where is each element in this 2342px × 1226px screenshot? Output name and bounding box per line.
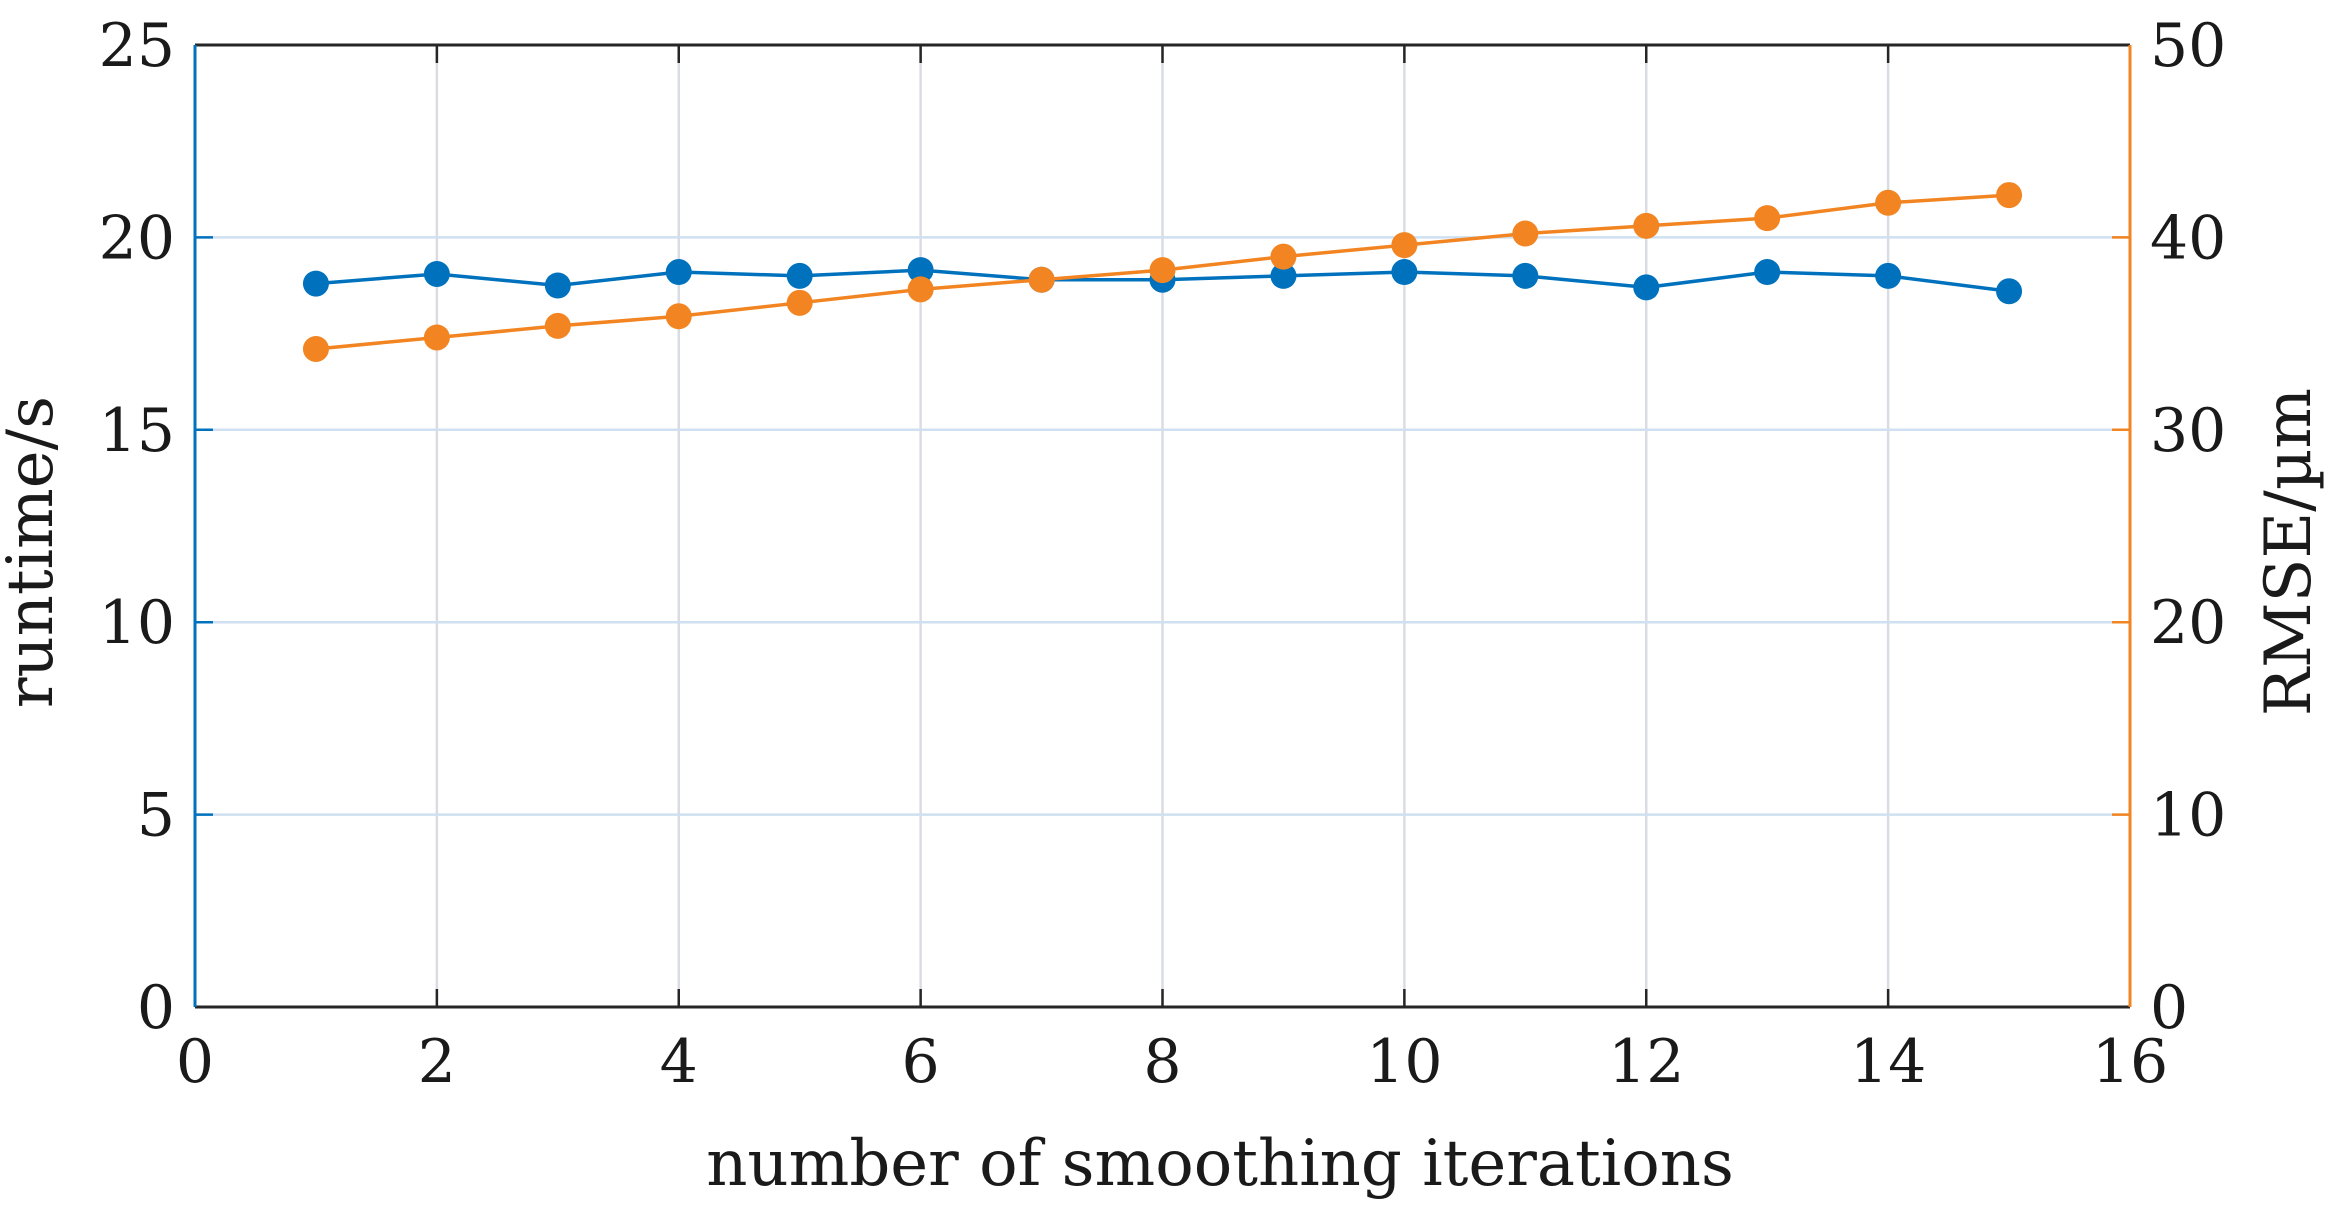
x-tick-label: 4 [660, 1027, 698, 1097]
RMSE-data-point [1149, 257, 1176, 284]
RMSE-data-point [1754, 205, 1781, 232]
RMSE-data-point [1875, 189, 1902, 216]
RMSE-data-point [907, 276, 934, 303]
x-tick-label: 8 [1143, 1027, 1181, 1097]
x-tick-label: 0 [176, 1027, 214, 1097]
runtime-data-point [302, 270, 329, 297]
axes [193, 43, 2132, 1009]
grid-lines [195, 45, 2130, 1007]
RMSE-data-point [1512, 220, 1539, 247]
y-axis-right-title: RMSE/µm [2252, 388, 2326, 716]
runtime-data-point [665, 259, 692, 286]
runtime-data-point [1633, 274, 1660, 301]
runtime-data-point [1996, 278, 2023, 305]
x-tick-label: 16 [2092, 1027, 2168, 1097]
x-tick-label: 2 [418, 1027, 456, 1097]
x-axis-title: number of smoothing iterations [706, 1127, 1734, 1201]
y-left-tick-label: 20 [99, 203, 175, 273]
y-right-tick-label: 0 [2150, 973, 2188, 1043]
runtime-data-point [1270, 262, 1297, 289]
RMSE-data-point [1391, 232, 1418, 259]
runtime-data-point [1391, 259, 1418, 286]
y-left-tick-label: 25 [99, 11, 175, 81]
y-right-tick-label: 30 [2150, 396, 2226, 466]
runtime-data-point [1875, 262, 1902, 289]
runtime-data-point [786, 262, 813, 289]
x-tick-label: 14 [1850, 1027, 1926, 1097]
RMSE-data-point [1996, 182, 2023, 209]
runtime-data-point [423, 260, 450, 287]
y-right-tick-label: 50 [2150, 11, 2226, 81]
y-right-tick-label: 40 [2150, 203, 2226, 273]
x-tick-label: 12 [1608, 1027, 1684, 1097]
RMSE-data-point [1028, 266, 1055, 293]
y-left-tick-label: 5 [137, 781, 175, 851]
runtime-data-point [1512, 262, 1539, 289]
y-left-tick-label: 10 [99, 588, 175, 658]
x-tick-label: 6 [902, 1027, 940, 1097]
RMSE-data-point [1633, 212, 1660, 239]
series-group [302, 182, 2023, 362]
runtime-data-point [1754, 259, 1781, 286]
RMSE-data-point [302, 335, 329, 362]
y-right-tick-label: 20 [2150, 588, 2226, 658]
x-tick-label: 10 [1366, 1027, 1442, 1097]
RMSE-data-point [423, 324, 450, 351]
y-left-tick-label: 0 [137, 973, 175, 1043]
runtime-data-point [907, 257, 934, 284]
RMSE-data-point [1270, 243, 1297, 270]
y-right-tick-label: 10 [2150, 781, 2226, 851]
RMSE-data-point [544, 312, 571, 339]
RMSE-data-point [665, 303, 692, 330]
y-left-tick-label: 15 [99, 396, 175, 466]
RMSE-data-point [786, 289, 813, 316]
runtime-data-point [544, 272, 571, 299]
y-axis-left-title: runtime/s [0, 396, 68, 708]
